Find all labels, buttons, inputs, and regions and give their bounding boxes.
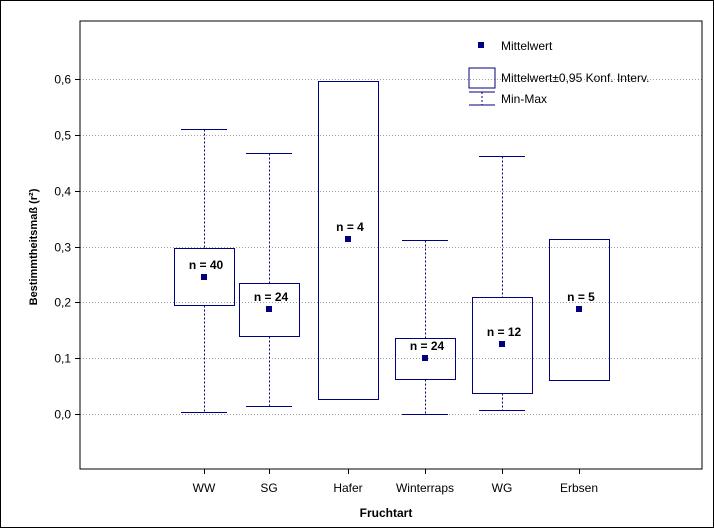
n-label: n = 5 — [567, 290, 595, 304]
box-group-ww: n = 40 — [174, 129, 235, 413]
x-tick-label: Erbsen — [560, 481, 598, 495]
n-label: n = 40 — [189, 258, 224, 272]
legend-mean-marker — [478, 42, 484, 48]
box-group-erbsen: n = 5 — [549, 239, 610, 381]
x-tick-label: SG — [260, 481, 277, 495]
n-label: n = 4 — [336, 220, 364, 234]
legend-ci-label: Mittelwert±0,95 Konf. Interv. — [501, 71, 649, 85]
ci-box — [395, 338, 456, 380]
y-tick-label: 0,6 — [54, 73, 71, 87]
legend-minmax-label: Min-Max — [501, 92, 547, 106]
ci-box — [549, 239, 610, 381]
boxes: n = 40 n = 24 n = 4 n = 24 n = 12 n = 5 — [174, 81, 610, 415]
grid-lines — [80, 79, 702, 415]
legend-mean-label: Mittelwert — [501, 39, 553, 53]
x-tick-label: WG — [492, 481, 513, 495]
y-tick-label: 0,4 — [54, 185, 71, 199]
y-tick-label: 0,1 — [54, 352, 71, 366]
mean-marker — [266, 306, 272, 312]
n-label: n = 24 — [410, 339, 445, 353]
legend-minmax-marker — [469, 91, 495, 106]
box-group-sg: n = 24 — [239, 153, 300, 407]
y-tick-label: 0,5 — [54, 129, 71, 143]
box-group-hafer: n = 4 — [318, 81, 379, 400]
x-axis-label: Fruchtart — [360, 506, 413, 520]
x-tick-label: Winterraps — [396, 481, 454, 495]
ci-box — [318, 81, 379, 400]
plot-area — [79, 20, 703, 470]
box-group-wg: n = 12 — [472, 156, 533, 411]
ci-box — [174, 248, 235, 306]
y-axis-label: Bestimmtheitsmaß (r²) — [28, 188, 40, 305]
legend-ci-marker — [468, 67, 496, 89]
x-tick-label: Hafer — [333, 481, 362, 495]
y-tick-label: 0,3 — [54, 241, 71, 255]
legend: Mittelwert Mittelwert±0,95 Konf. Interv.… — [468, 39, 649, 106]
x-tick-label: WW — [193, 481, 216, 495]
y-tick-label: 0,0 — [54, 408, 71, 422]
mean-marker — [499, 341, 505, 347]
ci-box — [239, 283, 300, 337]
mean-marker — [576, 306, 582, 312]
mean-marker — [345, 236, 351, 242]
n-label: n = 12 — [487, 325, 522, 339]
x-axis-ticks: WW SG Hafer Winterraps WG Erbsen — [193, 469, 598, 495]
mean-marker — [201, 274, 207, 280]
mean-marker — [422, 355, 428, 361]
ci-box — [472, 297, 533, 394]
y-tick-label: 0,2 — [54, 296, 71, 310]
y-axis-ticks: 0,0 0,1 0,2 0,3 0,4 0,5 0,6 — [54, 73, 80, 422]
box-group-winterraps: n = 24 — [395, 240, 456, 415]
n-label: n = 24 — [254, 290, 289, 304]
